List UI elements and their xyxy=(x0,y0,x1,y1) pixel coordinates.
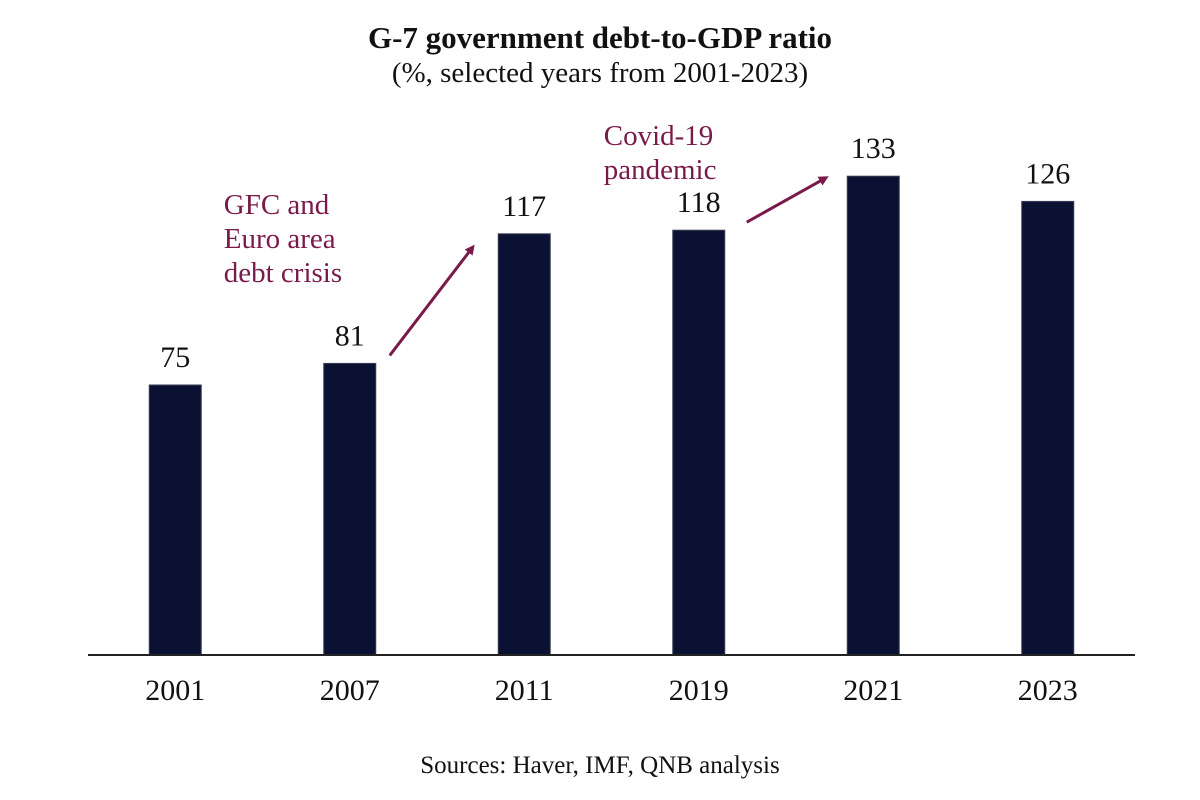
x-tick-2021: 2021 xyxy=(843,674,903,707)
bar-2007 xyxy=(323,362,377,656)
x-tick-2001: 2001 xyxy=(145,674,205,707)
chart-title: G-7 government debt-to-GDP ratio xyxy=(368,20,832,55)
bar-2019 xyxy=(672,229,726,656)
source-note: Sources: Haver, IMF, QNB analysis xyxy=(420,752,779,779)
x-tick-2007: 2007 xyxy=(320,674,380,707)
annotation-text-line: debt crisis xyxy=(224,257,342,289)
data-label-2011: 117 xyxy=(502,190,546,223)
chart-subtitle: (%, selected years from 2001-2023) xyxy=(392,57,808,89)
x-tick-labels-group: 2001 2007 2011 2019 2021 2023 xyxy=(145,674,1078,707)
annotation-arrow-icon xyxy=(746,176,829,224)
x-tick-2023: 2023 xyxy=(1018,674,1078,707)
x-tick-2011: 2011 xyxy=(495,674,554,707)
bar-2001 xyxy=(148,384,202,656)
data-label-2019: 118 xyxy=(677,186,721,219)
x-tick-2019: 2019 xyxy=(669,674,729,707)
bar-2021 xyxy=(846,175,900,656)
bar-2023 xyxy=(1021,200,1075,656)
value-labels-group: 75 81 117 118 133 126 xyxy=(160,132,1070,374)
data-label-2007: 81 xyxy=(335,319,365,352)
bars-group xyxy=(148,175,1075,656)
data-label-2001: 75 xyxy=(160,341,190,374)
data-label-2021: 133 xyxy=(851,132,896,165)
data-label-2023: 126 xyxy=(1025,157,1070,190)
annotation-text-line: Euro area xyxy=(224,223,336,255)
annotation-arrow-icon xyxy=(388,244,475,357)
annotation-text-line: pandemic xyxy=(604,154,717,186)
annotation-text-line: Covid-19 xyxy=(604,120,714,152)
bar-2011 xyxy=(497,233,551,656)
annotation-text-line: GFC and xyxy=(224,189,330,221)
